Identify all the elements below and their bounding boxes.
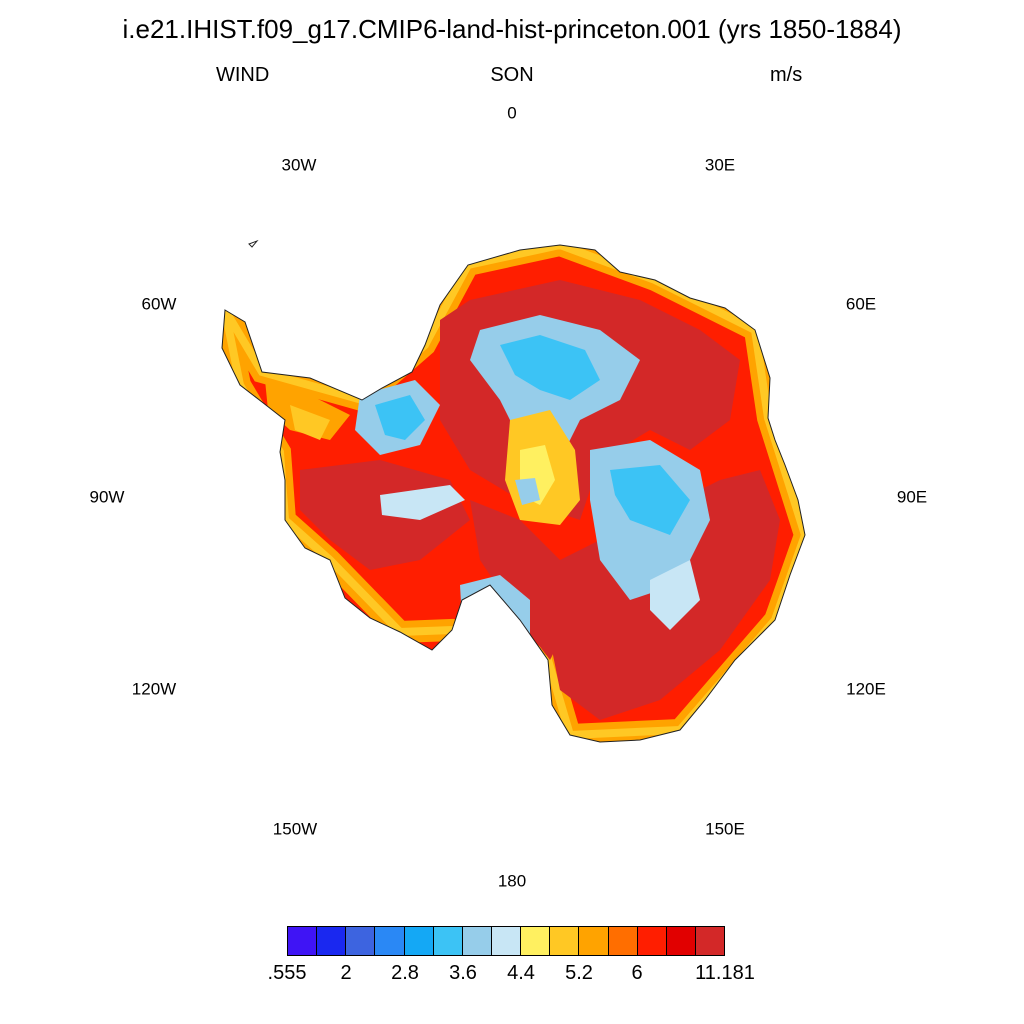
lon-label-150e: 150E bbox=[705, 819, 745, 838]
colorbar-cell bbox=[317, 927, 347, 955]
colorbar-cell bbox=[579, 927, 609, 955]
units-label: m/s bbox=[770, 64, 803, 86]
lon-label-30w: 30W bbox=[282, 155, 317, 174]
lon-label-60w: 60W bbox=[142, 294, 177, 313]
lon-label-90w: 90W bbox=[90, 487, 125, 506]
colorbar-tick-label: 4.4 bbox=[507, 962, 535, 984]
colorbar-cell bbox=[346, 927, 376, 955]
lon-label-90e: 90E bbox=[897, 487, 927, 506]
colorbar-cell bbox=[695, 927, 725, 955]
variable-label: WIND bbox=[216, 64, 270, 86]
colorbar bbox=[287, 926, 725, 956]
colorbar-cell bbox=[491, 927, 522, 955]
colorbar-tick-label: .555 bbox=[267, 962, 307, 984]
colorbar-cell bbox=[404, 927, 434, 955]
colorbar-cell bbox=[550, 927, 580, 955]
lon-label-0: 0 bbox=[507, 103, 516, 122]
coastline bbox=[221, 244, 806, 743]
colorbar-cell bbox=[375, 927, 405, 955]
lon-label-150w: 150W bbox=[273, 819, 317, 838]
longitude-labels: 0 30E 60E 90E 120E 150E 180 150W 120W 90… bbox=[90, 103, 928, 890]
colorbar-tick-label: 3.6 bbox=[449, 962, 477, 984]
colorbar-cell bbox=[666, 927, 696, 955]
colorbar-tick-label: 2 bbox=[340, 962, 352, 984]
colorbar-cell bbox=[462, 927, 492, 955]
colorbar-cell bbox=[521, 927, 551, 955]
lon-label-30e: 30E bbox=[705, 155, 735, 174]
colorbar-cell bbox=[637, 927, 667, 955]
lon-label-60e: 60E bbox=[846, 294, 876, 313]
colorbar-cell bbox=[608, 927, 638, 955]
colorbar-tick-label: 2.8 bbox=[391, 962, 419, 984]
island-outline bbox=[248, 239, 259, 248]
season-label: SON bbox=[490, 64, 534, 86]
plot-title: i.e21.IHIST.f09_g17.CMIP6-land-hist-prin… bbox=[122, 14, 902, 44]
colorbar-cell bbox=[288, 927, 318, 955]
lon-label-120e: 120E bbox=[846, 679, 886, 698]
lon-label-180: 180 bbox=[498, 871, 526, 890]
colorbar-tick-label: 6 bbox=[631, 962, 643, 984]
colorbar-tick-label: 11.181 bbox=[695, 962, 755, 984]
colorbar-tick-label: 5.2 bbox=[565, 962, 593, 984]
lon-label-120w: 120W bbox=[132, 679, 176, 698]
colorbar-cell bbox=[433, 927, 463, 955]
